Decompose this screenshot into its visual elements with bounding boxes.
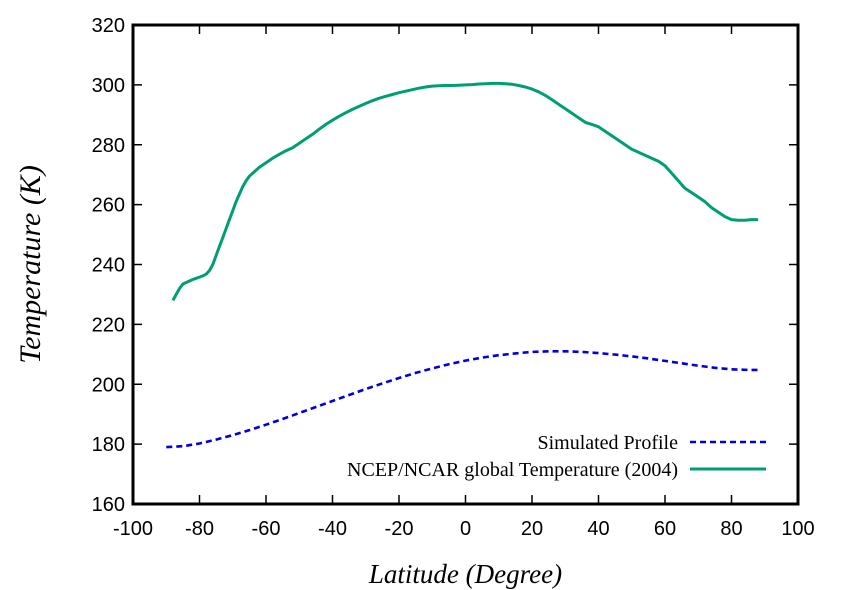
x-axis-title: Latitude (Degree) — [368, 559, 562, 589]
y-axis-title: Temperature (K) — [14, 165, 47, 364]
y-tick-label: 320 — [92, 15, 125, 37]
y-tick-label: 200 — [92, 374, 125, 396]
legend-label-0: Simulated Profile — [537, 432, 678, 454]
x-tick-label: 0 — [460, 518, 471, 540]
x-tick-label: 100 — [781, 518, 814, 540]
x-tick-label: -80 — [185, 518, 214, 540]
y-axis-ticks: 160 180 200 220 240 260 280 300 320 — [92, 15, 798, 516]
plot-frame — [131, 23, 800, 506]
series-line-1 — [171, 81, 759, 302]
x-tick-label: 60 — [654, 518, 676, 540]
y-tick-label: 220 — [92, 314, 125, 336]
x-tick-label: -100 — [113, 518, 153, 540]
y-tick-label: 300 — [92, 75, 125, 97]
x-axis-ticks: -100 -80 -60 -40 -20 0 20 40 60 80 100 — [113, 25, 815, 540]
legend: Simulated Profile NCEP/NCAR global Temper… — [347, 432, 766, 481]
y-tick-label: 260 — [92, 195, 125, 217]
x-tick-label: 40 — [587, 518, 609, 540]
y-tick-label: 160 — [92, 494, 125, 516]
x-tick-label: 20 — [521, 518, 543, 540]
series-line-0 — [166, 349, 759, 449]
x-tick-label: -60 — [252, 518, 281, 540]
legend-label-1: NCEP/NCAR global Temperature (2004) — [347, 459, 678, 481]
x-tick-label: -40 — [318, 518, 347, 540]
y-tick-label: 280 — [92, 135, 125, 157]
y-tick-label: 240 — [92, 255, 125, 277]
x-tick-label: -20 — [385, 518, 414, 540]
x-tick-label: 80 — [720, 518, 742, 540]
series-lines — [166, 81, 759, 449]
y-tick-label: 180 — [92, 434, 125, 456]
